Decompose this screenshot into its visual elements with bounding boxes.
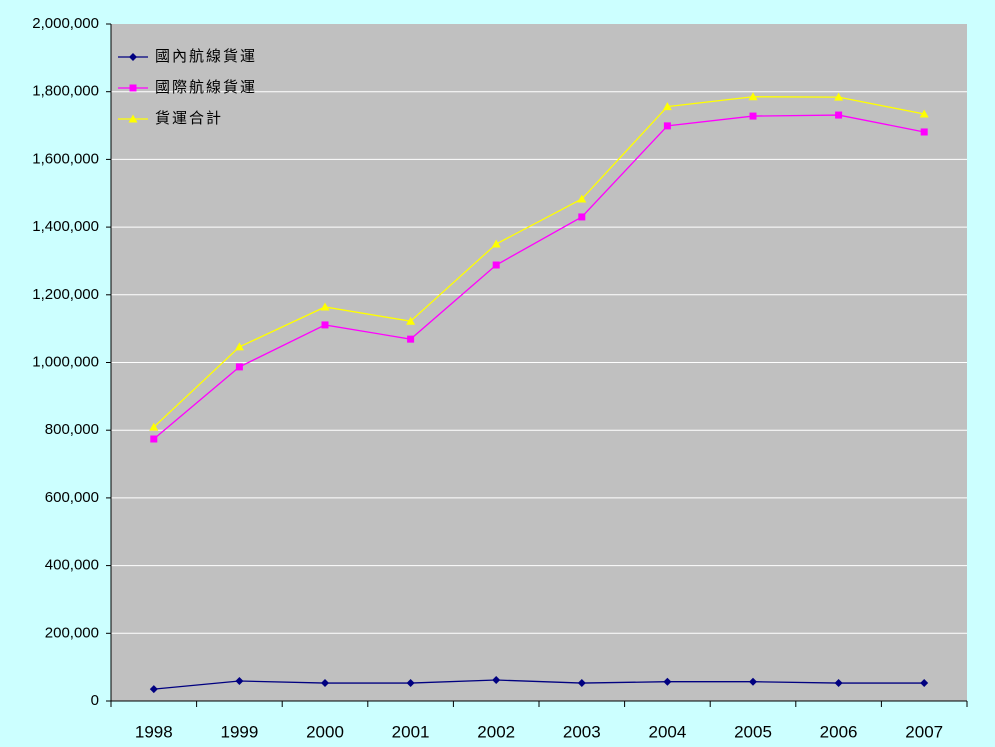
y-tick-label: 200,000 <box>45 624 99 641</box>
legend-marker <box>128 114 138 123</box>
point <box>491 239 501 248</box>
x-tick-label: 1999 <box>220 722 258 741</box>
point <box>321 321 329 329</box>
point <box>920 128 928 136</box>
y-tick-label: 2,000,000 <box>32 15 99 32</box>
point <box>407 335 415 343</box>
point <box>235 677 244 686</box>
legend-label: 國內航線貨運 <box>155 48 257 65</box>
point <box>749 112 757 120</box>
y-tick-label: 1,800,000 <box>32 83 99 100</box>
x-tick-label: 2005 <box>734 722 772 741</box>
point <box>235 363 243 371</box>
point <box>662 102 672 111</box>
point <box>321 679 329 688</box>
point <box>748 92 758 101</box>
point <box>234 342 244 351</box>
point <box>492 676 501 685</box>
legend-marker <box>129 84 137 92</box>
point <box>406 679 415 688</box>
legend-label: 國際航線貨運 <box>155 79 257 96</box>
point <box>834 679 843 688</box>
y-tick-label: 1,400,000 <box>32 218 99 235</box>
point <box>149 685 158 694</box>
x-tick-label: 2006 <box>820 722 858 741</box>
legend-label: 貨運合計 <box>155 110 223 127</box>
series-line <box>153 114 925 440</box>
x-tick-label: 2004 <box>648 722 686 741</box>
point <box>835 111 843 119</box>
y-tick-label: 1,000,000 <box>32 353 99 370</box>
x-tick-label: 2000 <box>306 722 344 741</box>
legend-marker <box>129 53 137 61</box>
point <box>749 677 757 686</box>
point <box>577 194 587 203</box>
x-tick-label: 1998 <box>135 722 173 741</box>
point <box>663 677 672 686</box>
y-tick-label: 800,000 <box>45 421 99 438</box>
y-tick-label: 1,200,000 <box>32 286 99 303</box>
series-line <box>153 679 925 690</box>
point <box>406 316 416 325</box>
point <box>834 92 844 101</box>
x-tick-label: 2007 <box>905 722 943 741</box>
y-tick-label: 600,000 <box>45 489 99 506</box>
point <box>492 261 500 269</box>
point <box>919 109 929 118</box>
x-tick-label: 2003 <box>563 722 601 741</box>
y-tick-label: 0 <box>91 692 99 709</box>
y-tick-label: 1,600,000 <box>32 150 99 167</box>
point <box>920 679 929 688</box>
point <box>663 122 671 130</box>
x-tick-label: 2002 <box>477 722 515 741</box>
point <box>150 435 158 443</box>
point <box>577 679 586 688</box>
y-tick-label: 400,000 <box>45 557 99 574</box>
x-tick-label: 2001 <box>392 722 430 741</box>
series-line <box>153 96 925 428</box>
point <box>320 302 330 311</box>
point <box>149 422 159 431</box>
point <box>578 213 586 221</box>
